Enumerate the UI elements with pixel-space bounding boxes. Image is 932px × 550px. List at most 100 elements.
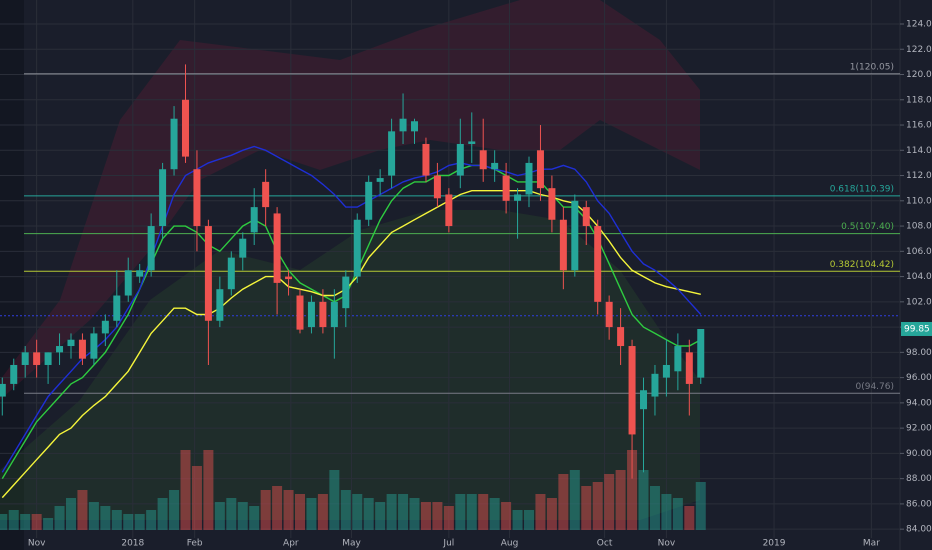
candle-body <box>491 162 499 170</box>
candle-body <box>307 301 315 328</box>
volume-bar <box>226 498 237 530</box>
candle-body <box>296 295 304 330</box>
candle-body <box>479 150 487 170</box>
x-tick-label: 2019 <box>763 539 786 549</box>
volume-bar <box>31 514 42 530</box>
candle-body <box>628 346 636 435</box>
volume-bar <box>535 494 546 530</box>
volume-bar <box>100 506 111 530</box>
x-tick-label: Apr <box>283 539 299 549</box>
volume-bar <box>203 450 214 530</box>
volume-bar <box>409 498 420 530</box>
x-tick-label: Nov <box>28 539 46 549</box>
volume-bar <box>157 498 168 530</box>
y-tick-label: 106.00 <box>906 247 932 257</box>
candle-body <box>44 352 52 365</box>
y-tick-label: 90.00 <box>906 449 932 459</box>
volume-bar <box>0 514 8 530</box>
candle-body <box>78 339 86 359</box>
volume-bar <box>455 494 466 530</box>
volume-bar <box>466 494 477 530</box>
volume-bar <box>146 510 157 530</box>
volume-bar <box>134 514 145 530</box>
y-tick-label: 122.00 <box>906 45 932 55</box>
fib-label: 0.5(107.40) <box>841 222 894 232</box>
candle-body <box>193 169 201 227</box>
candle-body <box>204 226 212 321</box>
volume-bar <box>340 490 351 530</box>
volume-bar <box>54 506 65 530</box>
candle-body <box>468 141 476 144</box>
volume-bar <box>329 470 340 530</box>
volume-bar <box>65 498 76 530</box>
fib-label: 0(94.76) <box>855 382 894 392</box>
candle-body <box>67 339 75 347</box>
candle-body <box>250 207 258 233</box>
x-tick-label: Nov <box>658 539 676 549</box>
candle-body <box>147 226 155 271</box>
volume-bar <box>20 514 31 530</box>
candle-body <box>216 289 224 321</box>
volume-bar <box>398 494 409 530</box>
volume-bar <box>501 502 512 530</box>
volume-bar <box>77 490 88 530</box>
y-tick-label: 104.00 <box>906 272 932 282</box>
candle-body <box>536 150 544 189</box>
volume-bar <box>672 498 683 530</box>
candle-body <box>353 219 361 277</box>
candle-body <box>548 188 556 220</box>
volume-bar <box>88 502 99 530</box>
candle-body <box>136 270 144 277</box>
candle-body <box>674 346 682 372</box>
y-tick-label: 124.00 <box>906 19 932 29</box>
volume-bar <box>237 502 248 530</box>
candle-body <box>388 131 396 176</box>
volume-bar <box>260 490 271 530</box>
candle-body <box>10 364 18 384</box>
volume-bar <box>180 450 191 530</box>
volume-bar <box>363 498 374 530</box>
candle-body <box>697 328 705 378</box>
volume-bar <box>123 514 134 530</box>
candle-body <box>101 320 109 334</box>
x-tick-label: Aug <box>501 539 519 549</box>
candle-body <box>502 175 510 201</box>
volume-bar <box>191 466 202 530</box>
candle-body <box>113 295 121 321</box>
candle-body <box>330 301 338 328</box>
candle-body <box>0 383 6 397</box>
candle-body <box>399 118 407 132</box>
candle-body <box>514 194 522 201</box>
candle-body <box>651 373 659 397</box>
volume-bar <box>214 502 225 530</box>
x-tick-label: 2018 <box>121 539 144 549</box>
candle-body <box>33 352 41 365</box>
volume-bar <box>432 502 443 530</box>
volume-bar <box>317 494 328 530</box>
lower-cloud <box>0 210 700 520</box>
volume-bar <box>489 498 500 530</box>
y-tick-label: 110.00 <box>906 196 932 206</box>
candle-body <box>525 162 533 195</box>
fib-label: 1(120.05) <box>850 62 894 72</box>
y-tick-label: 114.00 <box>906 146 932 156</box>
volume-bar <box>695 482 706 530</box>
volume-bar <box>283 490 294 530</box>
y-tick-label: 86.00 <box>906 499 932 509</box>
candle-body <box>617 327 625 347</box>
candle-body <box>411 121 419 132</box>
y-tick-label: 88.00 <box>906 474 932 484</box>
candle-body <box>365 181 373 220</box>
candle-body <box>582 207 590 227</box>
volume-bar <box>661 494 672 530</box>
volume-bar <box>375 502 386 530</box>
y-tick-label: 92.00 <box>906 424 932 434</box>
volume-bar <box>295 494 305 530</box>
x-tick-label: Mar <box>863 539 880 549</box>
candle-body <box>433 175 441 199</box>
candle-body <box>262 181 270 208</box>
volume-bar <box>306 498 317 530</box>
y-tick-label: 96.00 <box>906 373 932 383</box>
